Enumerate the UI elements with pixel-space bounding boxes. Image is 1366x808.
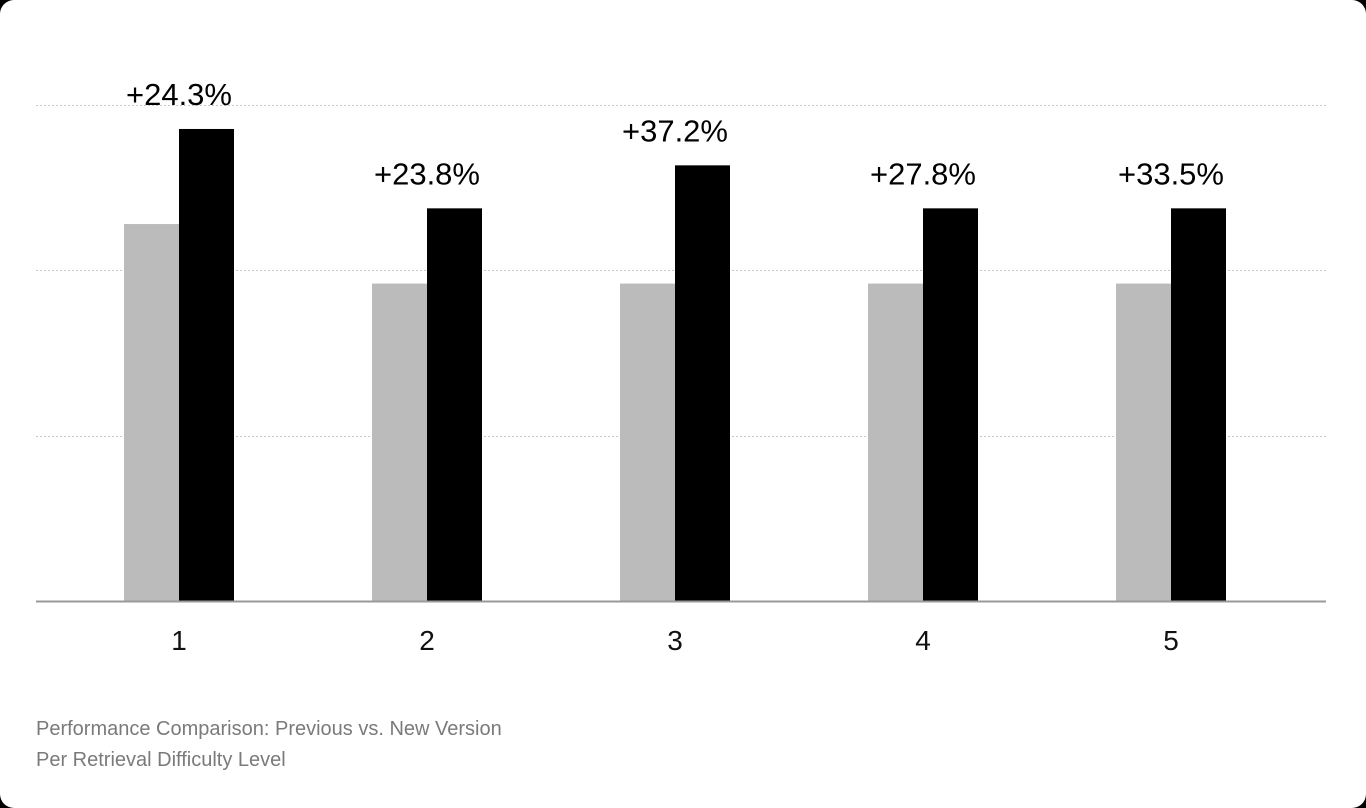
previous-bar-1 <box>124 224 179 602</box>
data-label-2: +23.8% <box>374 156 480 191</box>
previous-bar-4 <box>868 283 923 601</box>
caption-line-2: Per Retrieval Difficulty Level <box>36 749 286 771</box>
new-bar-2 <box>427 208 482 602</box>
data-label-3: +37.2% <box>622 113 728 148</box>
x-tick-label-3: 3 <box>667 625 683 656</box>
bars <box>124 128 1226 602</box>
previous-bar-3 <box>620 283 675 601</box>
x-tick-label-2: 2 <box>419 625 435 656</box>
x-tick-label-1: 1 <box>171 625 187 656</box>
chart-caption: Performance Comparison: Previous vs. New… <box>36 714 502 776</box>
x-tick-label-4: 4 <box>915 625 931 656</box>
caption-line-1: Performance Comparison: Previous vs. New… <box>36 718 502 740</box>
previous-bar-2 <box>372 283 427 601</box>
data-labels: +24.3% +23.8% +37.2% +27.8% +33.5% <box>126 77 1224 191</box>
data-label-4: +27.8% <box>870 156 976 191</box>
data-label-5: +33.5% <box>1118 156 1224 191</box>
data-label-1: +24.3% <box>126 77 232 112</box>
new-bar-1 <box>179 128 234 601</box>
bar-chart: 1 2 3 4 5 +24.3% +23.8% +37.2% +27.8% +33.5% <box>36 77 1326 656</box>
new-bar-4 <box>923 208 978 602</box>
new-bar-5 <box>1171 208 1226 602</box>
x-axis: 1 2 3 4 5 <box>36 600 1326 656</box>
x-tick-label-5: 5 <box>1163 625 1179 656</box>
previous-bar-5 <box>1116 283 1171 601</box>
new-bar-3 <box>675 165 730 601</box>
